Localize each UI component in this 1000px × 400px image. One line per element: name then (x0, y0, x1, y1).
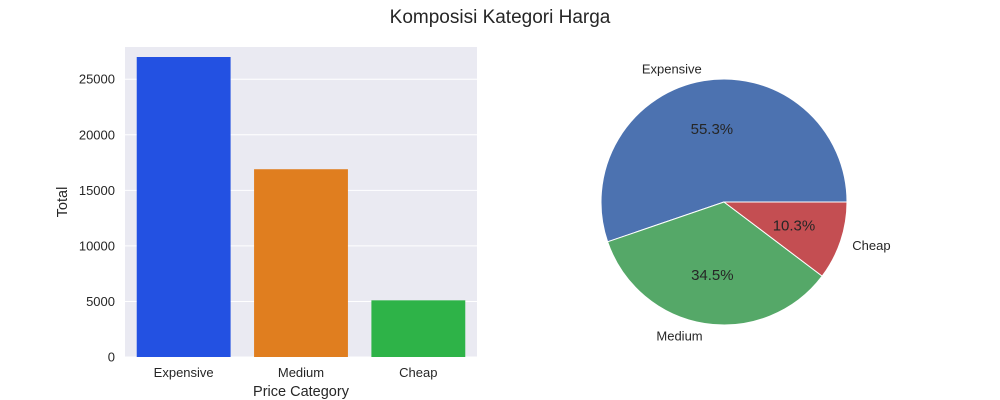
bar-chart: 0 5000 10000 15000 20000 25000 Expensive Mediu… (55, 47, 477, 400)
y-axis-label: Total (55, 187, 71, 218)
x-axis-label: Price Category (253, 384, 350, 400)
pie-percent-label: 34.5% (691, 267, 734, 284)
y-tick-label: 5000 (86, 294, 115, 309)
pie-slice-cheap (722, 201, 848, 277)
pie-labels: Expensive Medium Cheap (642, 62, 891, 344)
y-tick-label: 0 (108, 350, 115, 365)
x-tick-label: Expensive (154, 365, 214, 380)
bar-cheap (371, 300, 466, 357)
y-tick-label: 20000 (79, 127, 115, 142)
pie-percent-label: 10.3% (773, 217, 816, 234)
pie-slices (600, 78, 848, 326)
x-tick-label: Cheap (399, 365, 437, 380)
x-tick-labels: Expensive Medium Cheap (154, 365, 438, 380)
pie-label: Medium (656, 329, 702, 344)
bar-expensive (136, 57, 231, 357)
figure-title: Komposisi Kategori Harga (390, 7, 611, 28)
pie-label: Expensive (642, 62, 702, 77)
y-tick-label: 15000 (79, 183, 115, 198)
y-tick-label: 10000 (79, 238, 115, 253)
x-tick-label: Medium (278, 365, 324, 380)
y-tick-label: 25000 (79, 72, 115, 87)
pie-slice-expensive (600, 78, 848, 243)
pie-label: Cheap (852, 238, 890, 253)
pie-percent-labels: 55.3% 34.5% 10.3% (691, 121, 816, 284)
bar-medium (254, 169, 348, 357)
pie-slice-medium (606, 201, 823, 326)
pie-chart: Expensive Medium Cheap 55.3% 34.5% 10.3% (600, 62, 891, 344)
pie-percent-label: 55.3% (691, 121, 734, 138)
bars (136, 57, 466, 357)
y-tick-labels: 0 5000 10000 15000 20000 25000 (79, 72, 115, 365)
